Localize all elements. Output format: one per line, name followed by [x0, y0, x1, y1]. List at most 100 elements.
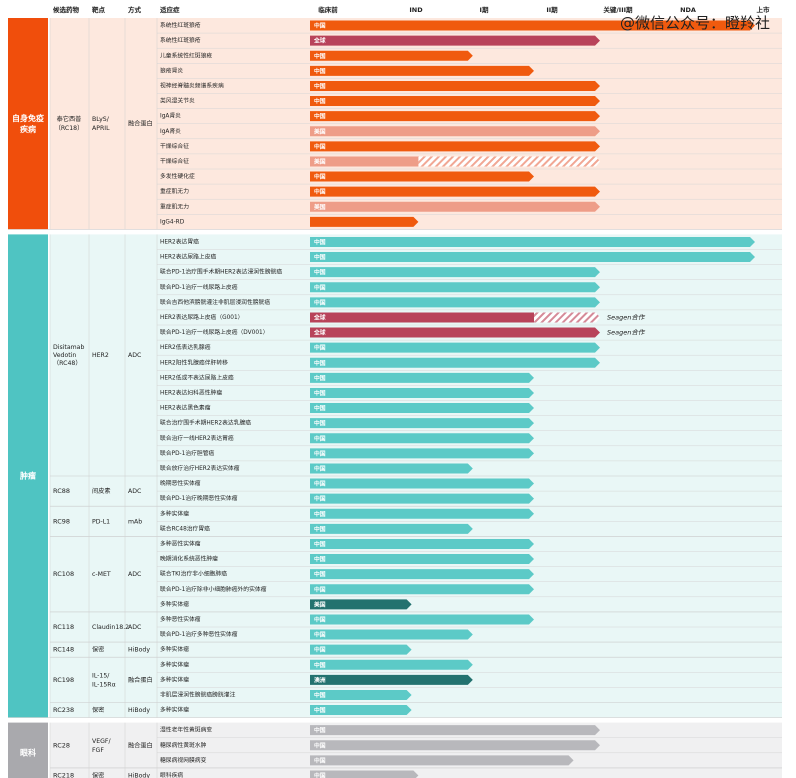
- indication-label: 重症肌无力: [160, 187, 189, 195]
- region-label: 中国: [314, 82, 326, 90]
- progress-bar: [310, 50, 473, 61]
- indication-label: 重症肌无力: [160, 202, 189, 210]
- indication-label: 联合PD-1治疗胆管癌: [160, 449, 215, 457]
- region-label: 澳洲: [314, 676, 326, 684]
- indication-label: 多种实体瘤: [160, 600, 189, 608]
- indication-label: 联合PD-1治疗晚期恶性实体瘤: [160, 494, 238, 502]
- method-name: 融合蛋白: [128, 741, 153, 749]
- target-name: 间皮素: [92, 487, 111, 495]
- method-name: ADC: [128, 352, 141, 359]
- area-label: 自身免疫: [12, 113, 44, 123]
- region-label: 中国: [314, 585, 326, 593]
- header-method: 方式: [128, 5, 142, 14]
- indication-label: 眼科疾病: [160, 771, 183, 778]
- progress-bar: [310, 725, 600, 736]
- progress-bar: [310, 96, 600, 107]
- region-label: 中国: [314, 359, 326, 367]
- progress-bar: [310, 141, 600, 152]
- progress-bar: [310, 252, 755, 263]
- drug-name: RC148: [53, 646, 74, 654]
- progress-bar: [310, 327, 600, 338]
- region-label: 全球: [313, 37, 326, 45]
- drug-name: 泰它西普: [57, 115, 82, 123]
- progress-bar: [310, 493, 534, 504]
- indication-label: IgG4-RD: [160, 219, 185, 225]
- indication-label: HER2表达胃癌: [160, 237, 199, 245]
- drug-name: RC98: [53, 517, 70, 525]
- indication-label: 联合PD-1治疗一线尿路上皮癌（DV001）: [160, 328, 269, 336]
- indication-label: 狼疮肾炎: [160, 66, 183, 74]
- indication-label: 干燥综合征: [160, 142, 189, 150]
- target-name: PD-L1: [92, 518, 110, 525]
- stage-header: 关键/III期: [603, 5, 633, 14]
- region-label: 中国: [314, 631, 326, 639]
- drug-name: Disitamab: [53, 344, 84, 351]
- stage-header: 上市: [757, 5, 771, 14]
- indication-label: IgA肾炎: [160, 127, 181, 135]
- target-name: VEGF/: [92, 738, 111, 745]
- indication-label: 联合吉西他滨膀胱灌注非肌层浸润性膀胱癌: [160, 298, 270, 306]
- indication-label: HER2表达尿路上皮癌（G001）: [160, 313, 243, 321]
- indication-label: 联合TKI治疗非小细胞肺癌: [160, 570, 227, 578]
- region-label: 中国: [314, 253, 326, 261]
- indication-label: 系统性红斑狼疮: [160, 36, 201, 44]
- progress-bar: [310, 740, 600, 751]
- progress-bar: [310, 463, 473, 474]
- progress-bar: [310, 282, 600, 293]
- indication-label: 湿性老年性黄斑病变: [160, 726, 212, 734]
- region-label: 中国: [314, 661, 326, 669]
- indication-label: IgA肾炎: [160, 112, 181, 120]
- indication-label: 多种实体瘤: [160, 706, 189, 714]
- indication-label: 类风湿关节炎: [160, 97, 195, 105]
- drug-name: （RC48）: [53, 360, 82, 367]
- region-label: 中国: [314, 555, 326, 563]
- stage-header: II期: [546, 5, 558, 14]
- progress-bar: [310, 171, 534, 182]
- indication-label: 联合PD-1治疗除非小细胞肺癌外的实体瘤: [160, 585, 267, 593]
- region-label: 中国: [314, 173, 326, 181]
- indication-label: 联合PD-1治疗多种恶性实体瘤: [160, 630, 238, 638]
- indication-label: 联合治疗围手术期HER2表达乳腺癌: [160, 419, 251, 427]
- indication-label: 联合放疗治疗HER2表达实体瘤: [160, 464, 240, 472]
- drug-name: RC108: [53, 570, 74, 578]
- indication-label: 糖尿病视网膜病变: [160, 756, 207, 764]
- indication-label: HER2表达妇科恶性肿瘤: [160, 388, 222, 396]
- region-label: 中国: [314, 741, 326, 749]
- progress-bar: [310, 770, 419, 778]
- progress-bar: [310, 20, 755, 31]
- progress-bar: [310, 614, 534, 625]
- target-name: FGF: [92, 747, 104, 754]
- progress-bar: [310, 705, 412, 716]
- stage-header: I期: [480, 5, 489, 14]
- progress-bar: [310, 508, 534, 519]
- region-label: 中国: [314, 268, 326, 276]
- region-label: 中国: [314, 344, 326, 352]
- progress-bar: [310, 569, 534, 580]
- progress-bar: [310, 297, 600, 308]
- progress-bar: [310, 267, 600, 278]
- drug-name: Vedotin: [53, 352, 76, 359]
- drug-name: RC218: [53, 771, 74, 778]
- progress-bar: [310, 659, 473, 670]
- region-label: 中国: [314, 495, 326, 503]
- progress-bar: [310, 65, 534, 76]
- indication-label: 视神经脊髓炎频谱系疾病: [160, 81, 224, 89]
- target-name: IL-15/: [92, 672, 110, 679]
- region-label: 中国: [314, 389, 326, 397]
- area-band: [8, 722, 48, 778]
- stage-header: NDA: [680, 6, 696, 14]
- region-label: 中国: [314, 615, 326, 623]
- region-label: 中国: [314, 756, 326, 764]
- region-label: 中国: [314, 646, 326, 654]
- partner-label: Seagen合作: [607, 313, 646, 321]
- drug-name: RC88: [53, 487, 70, 495]
- area-band: [8, 234, 48, 718]
- region-label: 中国: [314, 188, 326, 196]
- indication-label: 多发性硬化症: [160, 172, 195, 180]
- indication-label: 多种实体瘤: [160, 660, 189, 668]
- progress-bar: [310, 387, 534, 398]
- method-name: 融合蛋白: [128, 676, 153, 684]
- region-label: 中国: [314, 691, 326, 699]
- progress-bar: [310, 755, 574, 766]
